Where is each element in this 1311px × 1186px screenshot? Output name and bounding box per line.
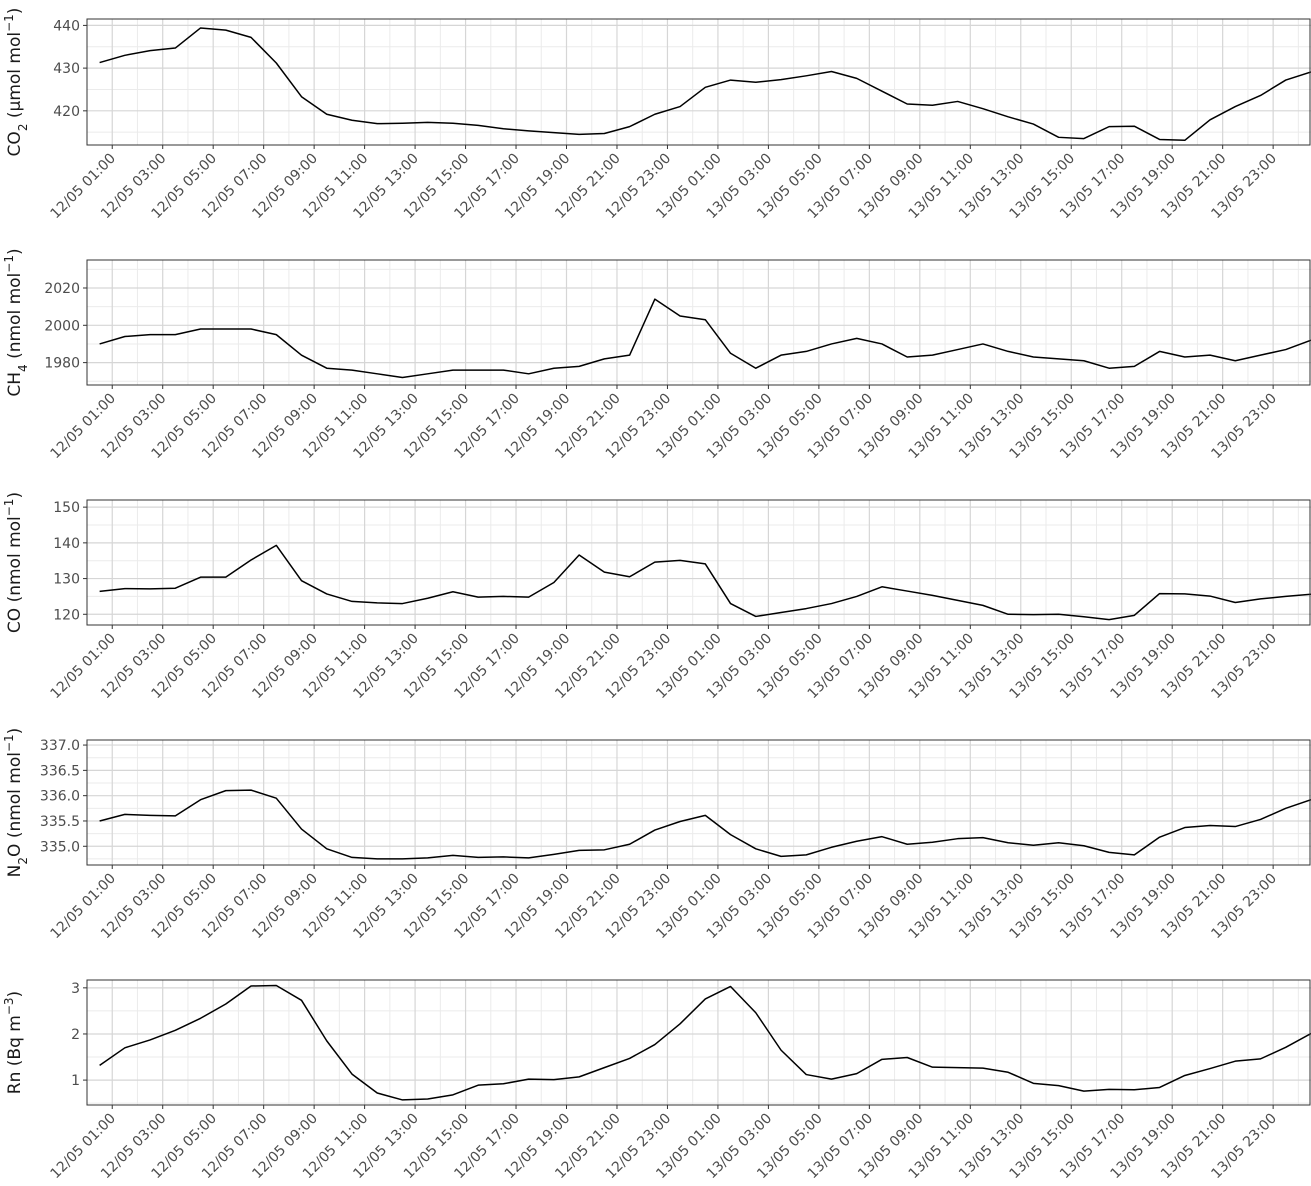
panel-border	[86, 18, 1311, 146]
y-tick-label: 3	[71, 981, 80, 997]
y-tick-label: 140	[53, 536, 80, 552]
y-axis-title: CO2 (µmol mol−1)	[2, 8, 30, 157]
y-tick-label: 1	[71, 1073, 80, 1089]
series-line	[99, 298, 1311, 379]
y-tick-label: 120	[53, 607, 80, 623]
y-axis-title: CH4 (nmol mol−1)	[2, 248, 30, 396]
y-axis-title: Rn (Bq m−3)	[2, 991, 25, 1094]
series-line	[99, 544, 1311, 621]
y-tick-label: 1980	[44, 356, 80, 372]
plot-background	[87, 740, 1311, 865]
y-tick-label: 335.5	[40, 814, 80, 830]
y-tick-label: 420	[53, 104, 80, 120]
y-axis-title: N2O (nmol mol−1)	[2, 728, 30, 878]
y-tick-label: 2020	[44, 281, 80, 297]
series-line	[99, 984, 1311, 1101]
y-tick-label: 336.0	[40, 789, 80, 805]
y-tick-label: 2	[71, 1027, 80, 1043]
y-axis-title: CO (nmol mol−1)	[2, 492, 25, 633]
y-tick-label: 2000	[44, 318, 80, 334]
panel-border	[86, 499, 1311, 626]
y-tick-label: 150	[53, 500, 80, 516]
plot-background	[87, 260, 1311, 385]
y-tick-label: 337.0	[40, 738, 80, 754]
plot-background	[87, 980, 1311, 1105]
y-tick-label: 430	[53, 61, 80, 77]
panel-border	[86, 739, 1311, 866]
series-line	[99, 789, 1311, 860]
series-line	[99, 27, 1311, 142]
y-tick-label: 335.0	[40, 839, 80, 855]
y-tick-label: 440	[53, 18, 80, 34]
panel-border	[86, 979, 1311, 1106]
y-tick-label: 130	[53, 572, 80, 588]
y-tick-label: 336.5	[40, 763, 80, 779]
panel-border	[86, 259, 1311, 386]
